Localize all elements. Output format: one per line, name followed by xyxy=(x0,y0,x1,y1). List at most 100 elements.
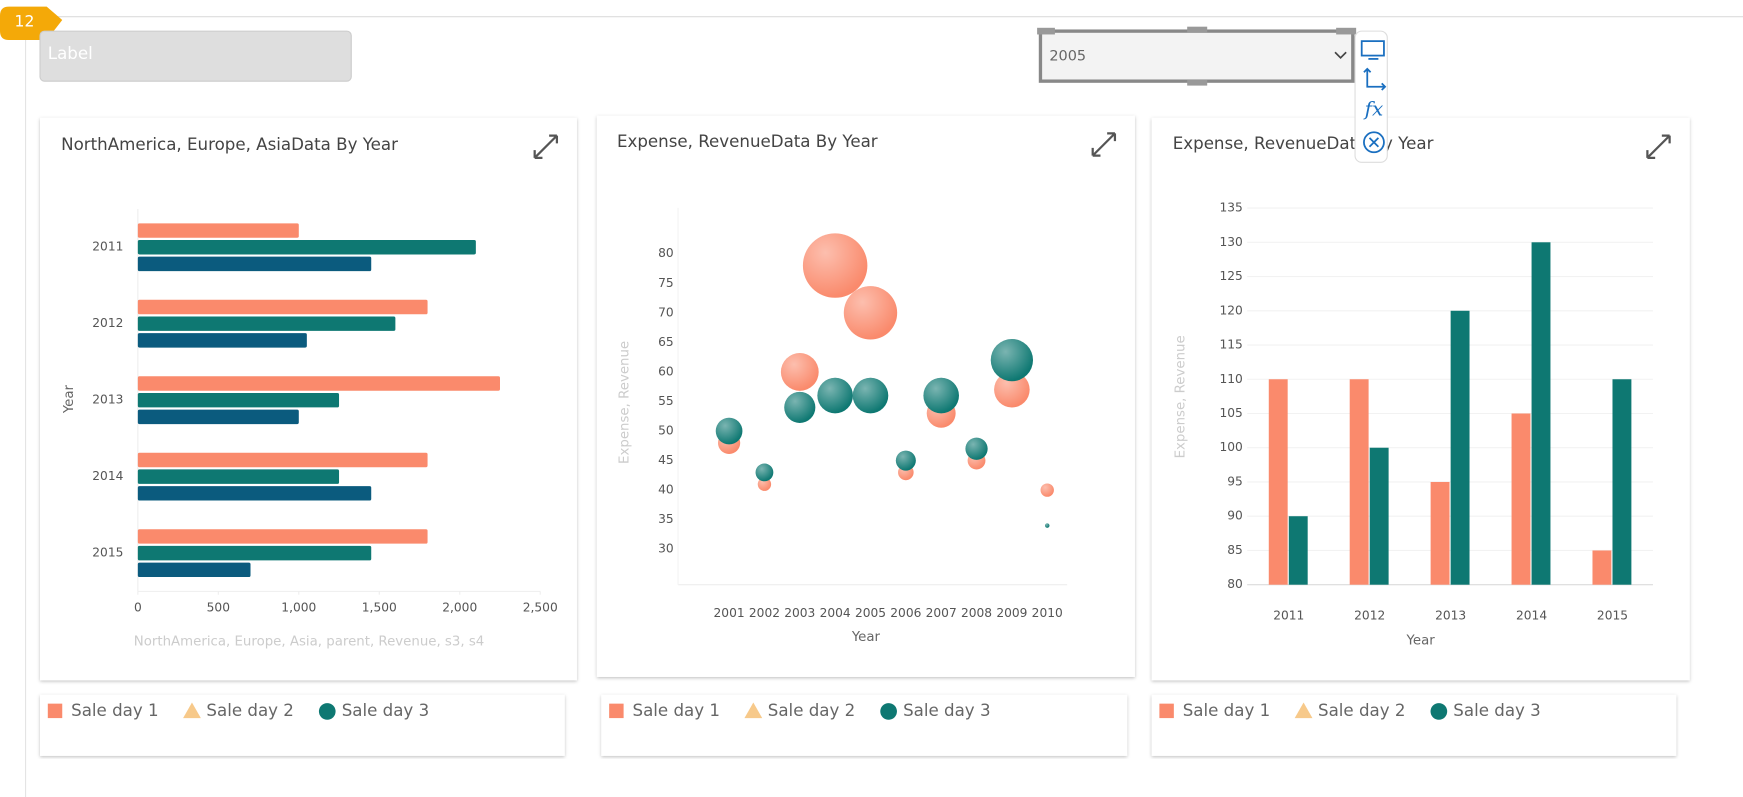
expand-icon[interactable] xyxy=(1091,132,1117,157)
x-tick-label: 2003 xyxy=(784,606,815,620)
bar xyxy=(1531,242,1551,585)
y-tick-label: 70 xyxy=(658,305,674,319)
y-tick-label: 35 xyxy=(658,512,674,526)
legend-label[interactable]: Sale day 3 xyxy=(342,701,429,720)
y-tick-label: 125 xyxy=(1219,269,1242,283)
expand-icon[interactable] xyxy=(1646,134,1671,159)
legend-box xyxy=(1151,694,1677,756)
icon-close[interactable] xyxy=(1363,131,1385,154)
x-tick-label: 2002 xyxy=(749,606,780,620)
handle xyxy=(1037,27,1055,35)
label-text: Label xyxy=(48,44,93,63)
legend-label[interactable]: Sale day 2 xyxy=(768,701,855,720)
bar xyxy=(1511,413,1531,585)
bubble-shine xyxy=(1040,483,1054,497)
bubble-shine xyxy=(990,339,1034,382)
bar xyxy=(137,223,299,238)
bubble-shine xyxy=(817,377,853,414)
y-tick-label: 2012 xyxy=(92,316,123,330)
dropdown-value: 2005 xyxy=(1049,49,1086,65)
chart-title: Expense, RevenueData By Year xyxy=(1173,134,1434,153)
icon-display[interactable] xyxy=(1360,40,1385,57)
legend-swatch xyxy=(318,703,336,720)
legend-label[interactable]: Sale day 3 xyxy=(1453,701,1540,720)
y-tick-label: 45 xyxy=(658,453,674,467)
x-tick-label: 2009 xyxy=(996,606,1027,620)
bubble-shine xyxy=(755,463,774,482)
icon-axis[interactable] xyxy=(1363,67,1387,91)
bubble-shine xyxy=(715,417,743,445)
x-tick-label: 2007 xyxy=(926,606,957,620)
bubble-shine xyxy=(965,437,988,460)
x-tick-label: 2011 xyxy=(1273,608,1304,622)
x-axis-title: Year xyxy=(1406,633,1436,648)
legend-swatch xyxy=(609,703,624,719)
legend-label[interactable]: Sale day 2 xyxy=(206,701,293,720)
chart-title: NorthAmerica, Europe, AsiaData By Year xyxy=(61,135,398,154)
handle xyxy=(1336,27,1357,35)
bar xyxy=(1612,379,1632,585)
bar xyxy=(1369,447,1389,585)
y-tick-label: 110 xyxy=(1219,372,1242,386)
bar xyxy=(137,256,372,272)
y-tick-label: 30 xyxy=(658,542,674,556)
bar xyxy=(137,392,340,408)
legend-label[interactable]: Sale day 2 xyxy=(1318,701,1405,720)
y-tick-label: 100 xyxy=(1219,440,1242,454)
x-tick-label: 2006 xyxy=(890,606,921,620)
chart-title: Expense, RevenueData By Year xyxy=(617,132,878,151)
legend-label[interactable]: Sale day 3 xyxy=(903,701,990,720)
legend-swatch xyxy=(183,702,201,719)
x-axis-title: Year xyxy=(851,630,881,645)
bar xyxy=(137,545,372,561)
icon-fx[interactable]: fx xyxy=(1363,97,1384,121)
bar xyxy=(137,486,372,501)
y-tick-label: 60 xyxy=(658,364,674,378)
legend-swatch xyxy=(1159,703,1174,719)
x-tick-label: 1,000 xyxy=(281,601,316,615)
bar xyxy=(137,529,428,544)
x-tick-label: 0 xyxy=(134,601,142,615)
toolbar-icons xyxy=(1360,40,1387,154)
bar xyxy=(137,316,396,331)
y-axis-title: Expense, Revenue xyxy=(1174,335,1189,458)
bar xyxy=(137,239,476,255)
y-tick-label: 65 xyxy=(658,335,674,349)
bubble-shine xyxy=(895,450,916,471)
bar xyxy=(137,333,307,348)
y-tick-label: 80 xyxy=(658,246,674,260)
handle xyxy=(1187,80,1208,86)
x-tick-label: 2001 xyxy=(714,606,745,620)
legend-label[interactable]: Sale day 1 xyxy=(71,701,158,720)
legend-swatch xyxy=(880,703,897,720)
y-axis-title: Year xyxy=(62,384,77,414)
y-tick-label: 105 xyxy=(1219,406,1242,420)
y-tick-label: 95 xyxy=(1227,474,1243,488)
bar xyxy=(137,562,251,578)
dropdown[interactable] xyxy=(1038,29,1355,83)
bar xyxy=(1430,481,1450,585)
bubble-shine xyxy=(780,353,819,391)
bubble-shine xyxy=(843,286,898,340)
y-tick-label: 90 xyxy=(1227,509,1243,523)
label-button[interactable] xyxy=(39,30,352,82)
expand-icon[interactable] xyxy=(533,134,559,159)
legend-label[interactable]: Sale day 1 xyxy=(1183,701,1270,720)
y-tick-label: 80 xyxy=(1227,577,1243,591)
x-tick-label: 2005 xyxy=(855,606,886,620)
x-tick-label: 2012 xyxy=(1354,608,1385,622)
x-tick-label: 2,000 xyxy=(442,601,477,615)
toolbar xyxy=(1354,30,1388,163)
legend-label[interactable]: Sale day 1 xyxy=(633,701,720,720)
bar xyxy=(137,376,500,391)
x-tick-label: 2015 xyxy=(1597,608,1628,622)
y-tick-label: 135 xyxy=(1219,201,1242,215)
bar xyxy=(137,469,340,484)
x-tick-label: 500 xyxy=(207,601,230,615)
bar xyxy=(1349,379,1369,585)
y-tick-label: 55 xyxy=(658,394,674,408)
bar xyxy=(1592,550,1612,585)
bubble-shine xyxy=(784,391,816,423)
x-tick-label: 2010 xyxy=(1032,606,1063,620)
